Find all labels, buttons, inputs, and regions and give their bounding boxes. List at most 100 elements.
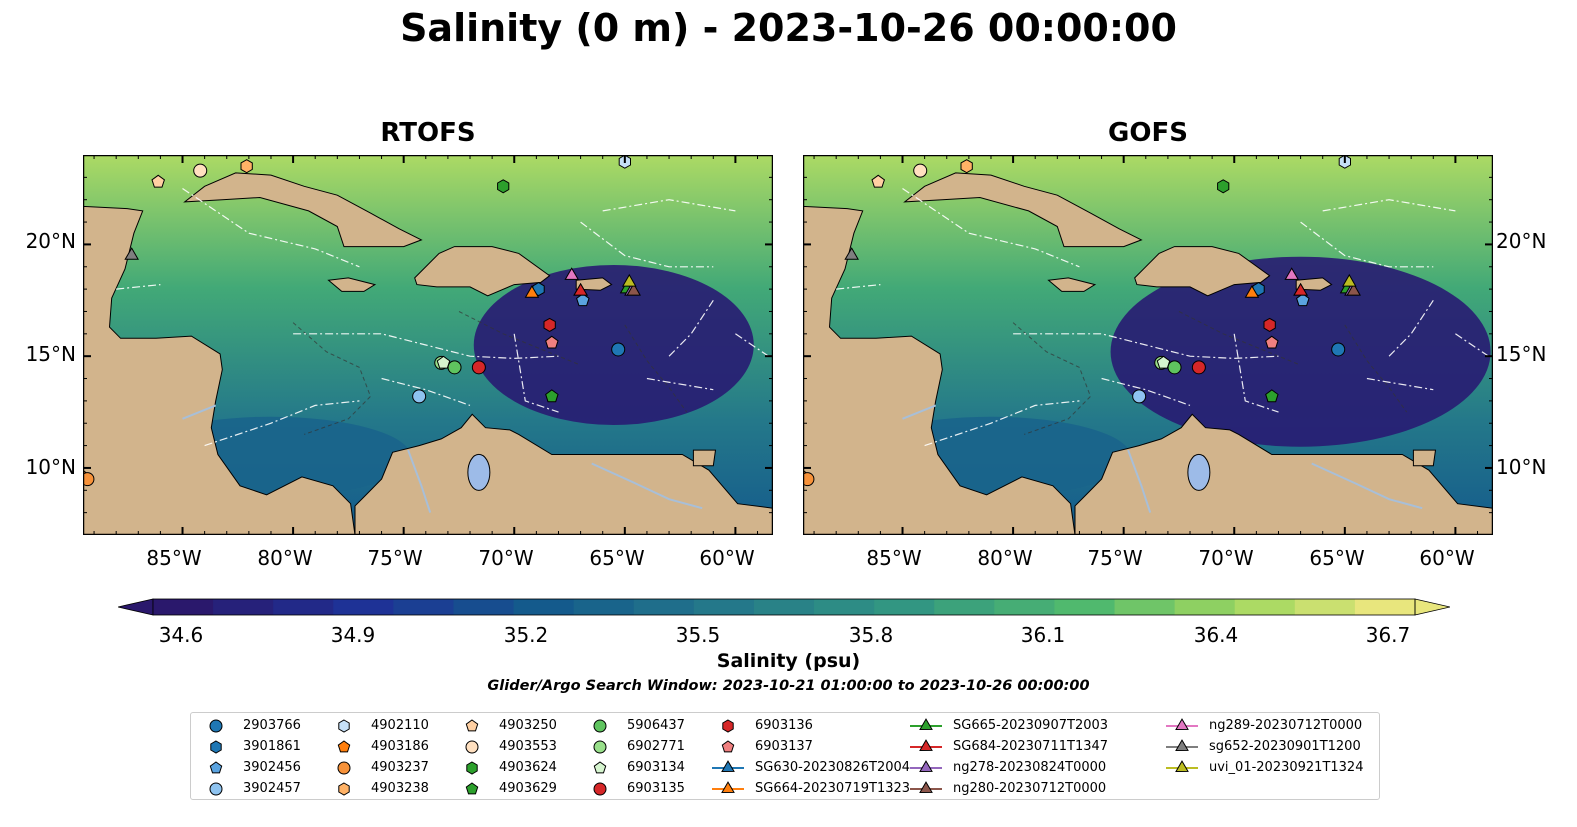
eez-boundary — [602, 199, 736, 212]
legend-item: 4902110 — [327, 715, 429, 735]
colorbar-tick-label: 34.6 — [158, 623, 204, 647]
platform-marker — [412, 389, 427, 404]
lon-tick-label: 80°W — [977, 546, 1033, 570]
platform-marker — [124, 247, 139, 260]
platform-marker — [1263, 317, 1276, 332]
colorbar-label: Salinity (psu) — [716, 650, 861, 672]
legend-item: 2903766 — [199, 715, 301, 735]
platform-marker — [626, 282, 641, 296]
platform-marker — [543, 317, 556, 332]
river — [1311, 462, 1423, 510]
legend-marker-icon — [712, 760, 744, 773]
isobath-contour — [1178, 311, 1301, 366]
legend-marker-icon — [466, 761, 478, 775]
platform-marker — [545, 389, 559, 403]
land-trinidad — [1412, 449, 1437, 467]
river — [182, 404, 217, 420]
rtofs-map[interactable] — [83, 155, 773, 535]
legend-item: SG665-20230907T2003 — [909, 715, 1108, 735]
legend-label: 3902457 — [243, 780, 301, 796]
legend-item: sg652-20230901T1200 — [1165, 736, 1361, 756]
platform-marker — [1346, 282, 1361, 296]
platform-marker — [871, 174, 885, 188]
lon-tick-label: 85°W — [866, 546, 922, 570]
lon-tick-label: 65°W — [1309, 546, 1365, 570]
isobath-contour — [624, 324, 688, 413]
platform-marker — [447, 360, 462, 375]
colorbar-tick-label: 36.1 — [1020, 623, 1066, 647]
legend-item: 4903237 — [327, 757, 429, 777]
legend-item: SG684-20230711T1347 — [909, 736, 1108, 756]
land-central — [83, 155, 356, 535]
legend-label: 2903766 — [243, 717, 301, 733]
legend-marker-icon — [209, 782, 223, 796]
legend-label: SG664-20230719T1323 — [755, 780, 911, 796]
legend-label: 6902771 — [627, 738, 685, 754]
platform-marker — [1244, 285, 1260, 298]
colorbar-tick-label: 34.9 — [330, 623, 376, 647]
platform-marker — [573, 282, 588, 296]
legend-label: SG684-20230711T1347 — [953, 738, 1109, 754]
platform-legend: 2903766 3901861 3902456 3902457 4902110 49031… — [190, 712, 1380, 800]
search-window-text: Glider/Argo Search Window: 2023-10-21 01… — [487, 678, 1090, 694]
legend-label: 6903135 — [627, 780, 685, 796]
gofs-map[interactable] — [803, 155, 1493, 535]
platform-marker — [1156, 355, 1171, 369]
legend-item: ng280-20230712T0000 — [909, 778, 1106, 798]
eez-boundary — [1455, 333, 1489, 357]
platform-marker — [1331, 342, 1346, 357]
legend-marker-icon — [593, 740, 607, 754]
colorbar-tick-label: 35.5 — [675, 623, 721, 647]
eez-boundary — [1013, 333, 1279, 360]
land-jamaica — [327, 277, 377, 292]
eez-boundary — [1366, 377, 1434, 391]
eez-boundary — [1101, 377, 1191, 406]
colorbar-tick-label: 35.8 — [848, 623, 894, 647]
platform-marker — [803, 472, 815, 487]
lon-tick-label: 70°W — [1198, 546, 1254, 570]
platform-marker — [1217, 179, 1230, 194]
isobath-contour — [1344, 324, 1408, 413]
lon-tick-label: 85°W — [146, 546, 202, 570]
land-trinidad — [692, 449, 717, 467]
legend-marker-icon — [593, 719, 607, 733]
legend-marker-icon — [1166, 718, 1198, 731]
platform-marker — [564, 267, 580, 280]
lon-tick-label: 60°W — [1419, 546, 1475, 570]
platform-marker — [1341, 273, 1357, 287]
eez-boundary — [1300, 221, 1434, 268]
legend-label: uvi_01-20230921T1324 — [1209, 759, 1364, 775]
legend-label: ng280-20230712T0000 — [953, 780, 1107, 796]
legend-item: 4903624 — [455, 757, 557, 777]
eez-boundary — [293, 333, 559, 360]
lat-tick-label: 15°N — [25, 342, 76, 366]
legend-label: 6903137 — [755, 738, 813, 754]
platform-marker — [83, 472, 95, 487]
platform-marker — [1132, 389, 1147, 404]
platform-marker — [621, 273, 637, 287]
legend-label: ng278-20230824T0000 — [953, 759, 1107, 775]
platform-marker — [913, 163, 928, 178]
rtofs-panel-title: RTOFS — [380, 118, 476, 148]
isobath-contour — [292, 322, 372, 435]
colorbar-tick-label: 36.4 — [1193, 623, 1239, 647]
platform-marker — [497, 179, 510, 194]
legend-item: SG664-20230719T1323 — [711, 778, 910, 798]
platform-marker — [844, 247, 859, 260]
legend-label: ng289-20230712T0000 — [1209, 717, 1363, 733]
platform-marker — [1265, 335, 1279, 349]
platform-marker — [524, 285, 540, 298]
river — [1127, 449, 1152, 513]
eez-boundary — [836, 284, 881, 290]
river — [902, 404, 937, 420]
legend-marker-icon — [337, 761, 351, 775]
legend-label: 3902456 — [243, 759, 301, 775]
legend-item: 4903629 — [455, 778, 557, 798]
lon-tick-label: 75°W — [1087, 546, 1143, 570]
legend-label: SG630-20230826T2004 — [755, 759, 911, 775]
platform-marker — [193, 163, 208, 178]
legend-marker-icon — [465, 782, 479, 795]
legend-marker-icon — [593, 782, 607, 796]
platform-marker — [576, 293, 590, 307]
map-frame — [803, 155, 1493, 535]
